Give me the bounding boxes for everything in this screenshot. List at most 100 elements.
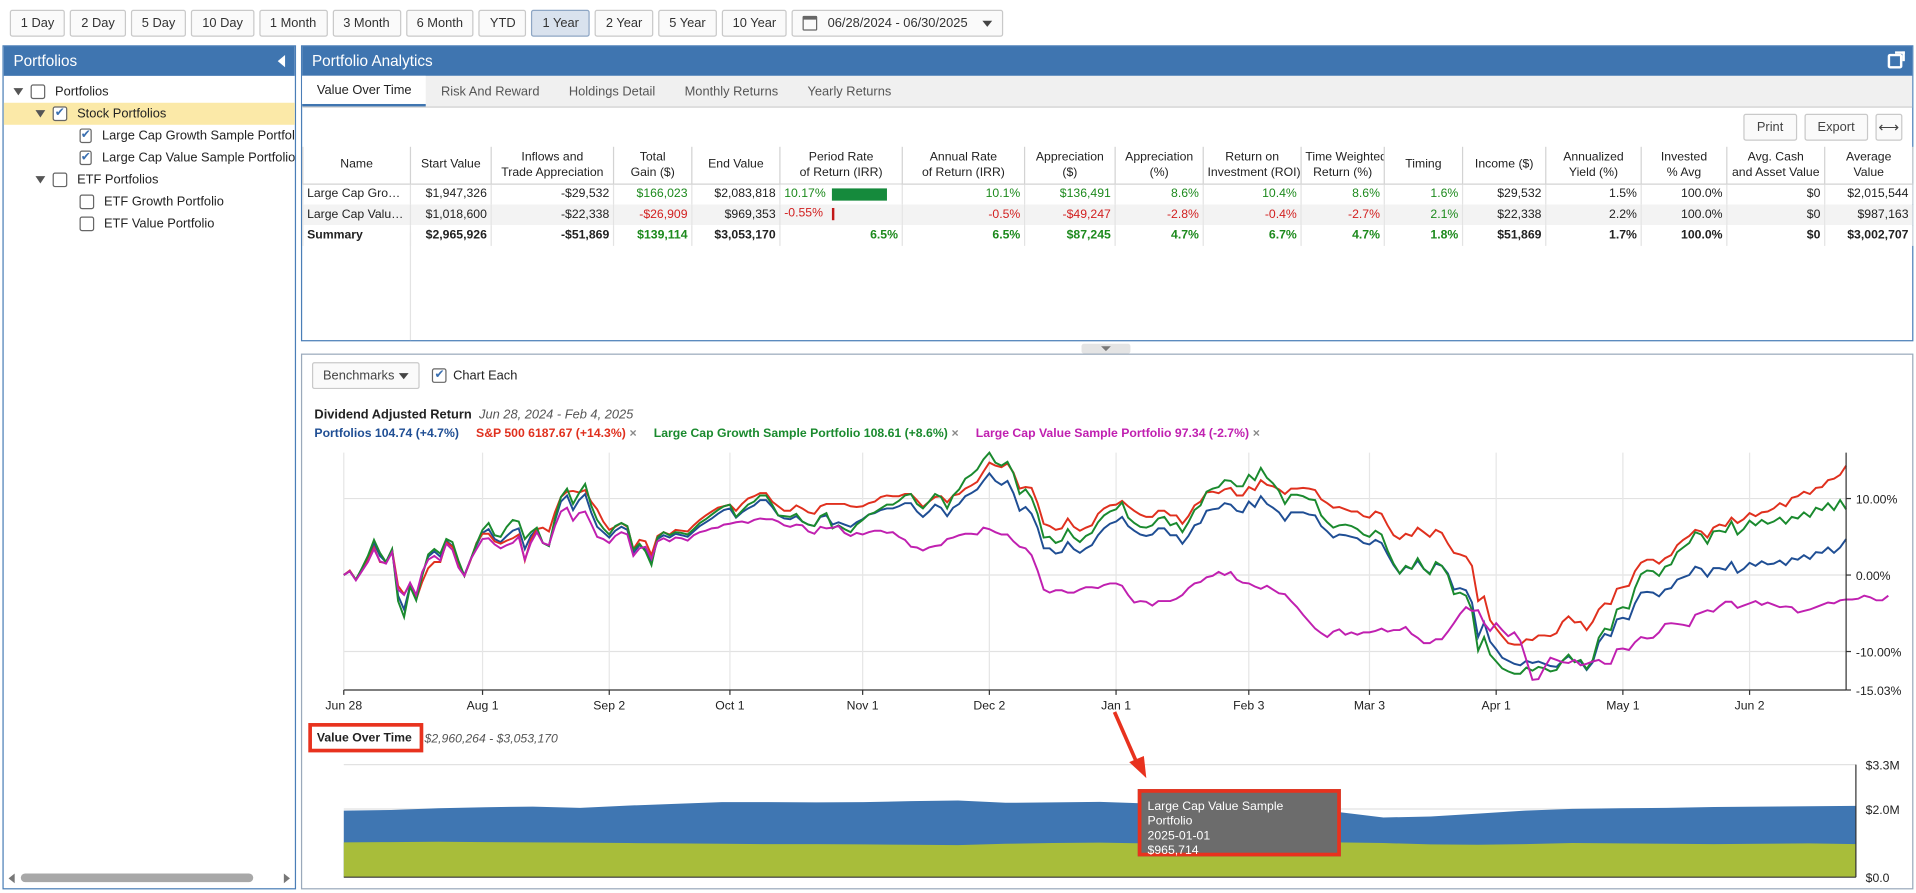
legend-item[interactable]: Large Cap Value Sample Portfolio 97.34 (… <box>976 427 1260 440</box>
checkbox-chart-each[interactable]: ✔ <box>432 368 447 383</box>
analytics-panel-header: Portfolio Analytics <box>302 46 1913 76</box>
range-3-month-button[interactable]: 3 Month <box>332 9 401 37</box>
tab-risk-and-reward[interactable]: Risk And Reward <box>440 83 540 99</box>
scroll-left-icon[interactable] <box>8 873 15 884</box>
expand-triangle-icon[interactable] <box>35 176 46 184</box>
export-button[interactable]: Export <box>1804 113 1869 141</box>
date-range-picker[interactable]: 06/28/2024 - 06/30/2025 <box>792 9 1004 37</box>
area-y-tick-label: $2.0M <box>1866 803 1900 817</box>
chart-lines <box>343 451 1889 681</box>
column-header[interactable]: Start Value <box>409 146 492 185</box>
column-header[interactable]: Appreciation (%) <box>1114 146 1204 185</box>
range-5-day-button[interactable]: 5 Day <box>130 9 187 37</box>
table-cell-twr: -2.7% <box>1300 204 1385 226</box>
checkbox-large-cap-growth[interactable]: ✔ <box>79 128 93 144</box>
x-tick-label: Jun 28 <box>325 699 362 713</box>
scrollbar-thumb[interactable] <box>20 873 254 883</box>
expand-columns-icon[interactable]: ⟷ <box>1875 113 1903 141</box>
tab-yearly-returns[interactable]: Yearly Returns <box>807 83 892 99</box>
range-2-day-button[interactable]: 2 Day <box>70 9 126 37</box>
range-2-year-button[interactable]: 2 Year <box>594 9 654 37</box>
table-row[interactable]: Large Cap Value Sample Portfolio$1,018,6… <box>302 204 1914 226</box>
checkbox-etf-value[interactable] <box>79 216 95 232</box>
table-cell-name: Large Cap Growth Sample Portfolio <box>302 183 412 205</box>
tab-monthly-returns[interactable]: Monthly Returns <box>684 83 779 99</box>
legend-close-icon[interactable]: × <box>1252 426 1260 441</box>
analytics-table: Name Start Value Inflows and Trade Apprecia… <box>302 146 1914 246</box>
checkbox-etf-portfolios[interactable] <box>52 172 68 188</box>
scroll-right-icon[interactable] <box>283 873 290 884</box>
checkbox-portfolios[interactable] <box>30 84 46 100</box>
table-cell-timing: 1.8% <box>1383 225 1464 246</box>
table-cell-income: $22,338 <box>1461 204 1547 226</box>
table-cell-roi: 10.4% <box>1202 183 1302 205</box>
tree-node-large-cap-growth[interactable]: ✔ Large Cap Growth Sample Portfolio <box>4 125 295 147</box>
range-5-year-button[interactable]: 5 Year <box>658 9 717 37</box>
tree-node-large-cap-value[interactable]: ✔ Large Cap Value Sample Portfolio <box>4 147 295 169</box>
legend-item[interactable]: S&P 500 6187.67 (+14.3%) × <box>476 427 637 440</box>
range-1-month-button[interactable]: 1 Month <box>258 9 328 37</box>
table-cell-end: $969,353 <box>691 204 781 226</box>
legend-label: Large Cap Value Sample Portfolio 97.34 (… <box>975 426 1250 441</box>
period-return-bar <box>831 187 887 201</box>
range-1-year-button[interactable]: 1 Year <box>531 9 590 37</box>
legend-close-icon[interactable]: × <box>629 426 637 441</box>
collapse-left-icon[interactable] <box>277 55 286 68</box>
summary-row[interactable]: Summary $2,965,926 -$51,869 $139,114 $3,053,… <box>302 225 1914 246</box>
popout-icon[interactable] <box>1887 51 1905 69</box>
tab-holdings-detail[interactable]: Holdings Detail <box>568 83 656 99</box>
column-header[interactable]: Annualized Yield (%) <box>1545 146 1642 185</box>
range-6-month-button[interactable]: 6 Month <box>405 9 475 37</box>
tree-node-etf-portfolios[interactable]: ETF Portfolios <box>4 169 295 191</box>
table-cell-period: -0.55% <box>779 204 903 226</box>
checkbox-etf-growth[interactable] <box>79 194 95 210</box>
column-header[interactable]: Name <box>302 146 412 185</box>
range-ytd-button[interactable]: YTD <box>478 9 527 37</box>
column-header[interactable]: Annual Rate of Return (IRR) <box>901 146 1026 185</box>
range-1-day-button[interactable]: 1 Day <box>9 9 66 37</box>
table-cell-twr: 4.7% <box>1300 225 1385 246</box>
column-header[interactable]: End Value <box>691 146 781 185</box>
column-header[interactable]: Timing <box>1383 146 1464 185</box>
column-header[interactable]: Average Value <box>1824 146 1914 185</box>
x-tick-label: Feb 3 <box>1233 699 1264 713</box>
x-tick-label: Aug 1 <box>467 699 499 713</box>
column-header[interactable]: Appreciation ($) <box>1023 146 1116 185</box>
series-line-0 <box>343 471 1847 672</box>
tree-label: Stock Portfolios <box>77 106 167 122</box>
legend-item[interactable]: Portfolios 104.74 (+4.7%) <box>314 427 458 440</box>
column-header[interactable]: Return on Investment (ROI) <box>1202 146 1302 185</box>
period-return-bar <box>831 207 835 221</box>
tree-node-portfolios[interactable]: Portfolios <box>4 81 295 103</box>
panel-splitter[interactable] <box>1081 343 1131 354</box>
column-header[interactable]: Avg. Cash and Asset Value <box>1726 146 1826 185</box>
column-header[interactable]: Invested% Avg <box>1640 146 1728 185</box>
horizontal-scrollbar[interactable] <box>8 873 290 884</box>
tab-value-over-time[interactable]: Value Over Time <box>302 75 427 107</box>
checkbox-large-cap-value[interactable]: ✔ <box>79 150 93 166</box>
print-button[interactable]: Print <box>1743 113 1797 141</box>
tree-node-stock-portfolios[interactable]: ✔ Stock Portfolios <box>3 102 295 125</box>
tree-node-etf-growth[interactable]: ETF Growth Portfolio <box>4 191 295 213</box>
checkbox-stock-portfolios[interactable]: ✔ <box>52 106 68 122</box>
table-cell-invested: 100.0% <box>1640 183 1728 205</box>
expand-triangle-icon[interactable] <box>35 110 46 118</box>
table-cell-name: Summary <box>302 225 412 246</box>
table-cell-app_p: 4.7% <box>1114 225 1204 246</box>
expand-triangle-icon[interactable] <box>13 88 24 96</box>
tree-node-etf-value[interactable]: ETF Value Portfolio <box>4 213 295 235</box>
legend-close-icon[interactable]: × <box>951 426 959 441</box>
column-header[interactable]: Total Gain ($) <box>612 146 693 185</box>
table-cell-app_d: -$49,247 <box>1023 204 1116 226</box>
value-over-time-range: $2,960,264 - $3,053,170 <box>424 732 558 747</box>
column-header[interactable]: Income ($) <box>1461 146 1547 185</box>
column-header[interactable]: Inflows and Trade Appreciation <box>490 146 615 185</box>
table-row[interactable]: Large Cap Growth Sample Portfolio$1,947,… <box>302 183 1914 205</box>
legend-item[interactable]: Large Cap Growth Sample Portfolio 108.61… <box>654 427 959 440</box>
column-header[interactable]: Time Weighted Return (%) <box>1300 146 1385 185</box>
column-header[interactable]: Period Rate of Return (IRR) <box>779 146 903 185</box>
chart-each-toggle[interactable]: ✔ Chart Each <box>432 368 517 383</box>
range-10-day-button[interactable]: 10 Day <box>191 9 254 37</box>
range-10-year-button[interactable]: 10 Year <box>721 9 788 37</box>
benchmarks-dropdown[interactable]: Benchmarks <box>311 362 421 390</box>
